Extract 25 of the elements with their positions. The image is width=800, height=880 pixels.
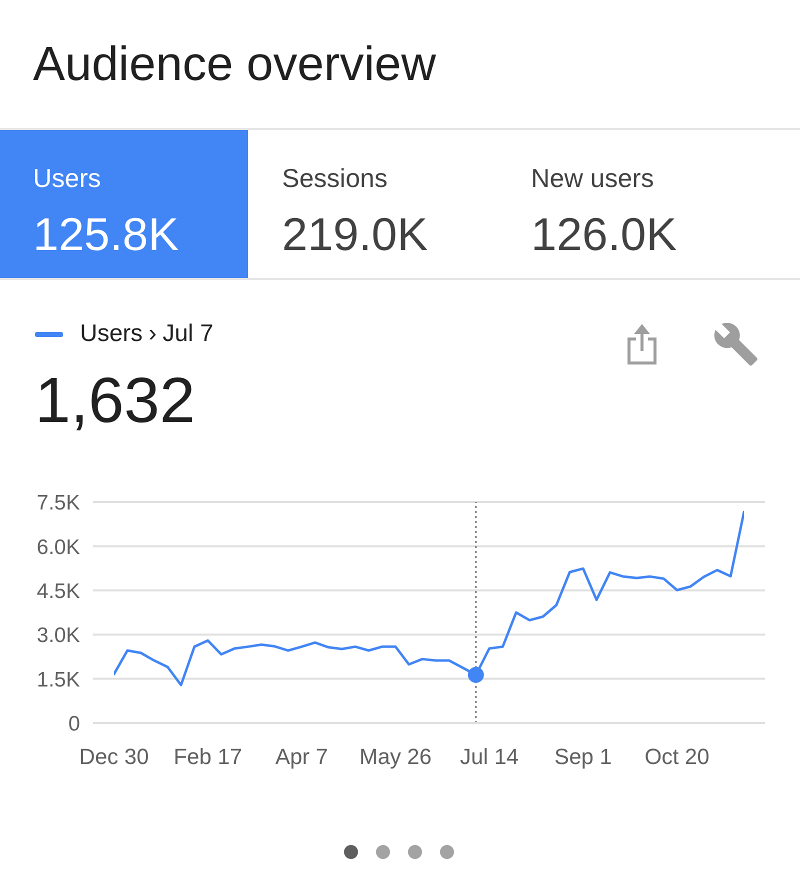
text: 1,632 (35, 364, 196, 436)
y-tick-label: 1.5K (36, 668, 80, 692)
x-tick-label: Jul 14 (460, 744, 519, 769)
x-tick-label: Oct 20 (644, 744, 710, 769)
chart-title: Audience overview (33, 38, 436, 92)
y-tick-label: 0 (68, 712, 80, 736)
x-tick-label: Sep 1 (554, 744, 612, 769)
text: New users (531, 162, 654, 193)
x-tick-label: May 26 (359, 744, 432, 769)
text: Jul 7 (162, 320, 214, 347)
x-tick-label: Feb 17 (174, 744, 242, 769)
line-series (114, 510, 744, 686)
y-tick-label: 7.5K (36, 492, 80, 515)
text: Users (33, 162, 101, 193)
text: Sessions (282, 162, 388, 193)
x-tick-label: Dec 30 (79, 744, 149, 769)
y-tick-label: 3.0K (36, 624, 80, 648)
text: 126.0K (531, 208, 677, 260)
text: 219.0K (282, 208, 428, 260)
legend-label: Users (80, 320, 143, 347)
text: › (148, 320, 157, 347)
y-tick-label: 6.0K (36, 536, 80, 559)
x-tick-label: Apr 7 (275, 744, 328, 769)
y-tick-label: 4.5K (36, 580, 80, 603)
text: 125.8K (33, 208, 179, 260)
